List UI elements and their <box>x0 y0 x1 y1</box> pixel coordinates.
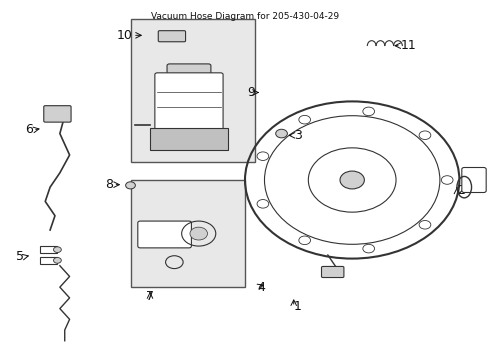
FancyBboxPatch shape <box>130 19 255 162</box>
Circle shape <box>299 236 311 244</box>
Circle shape <box>363 244 374 253</box>
FancyBboxPatch shape <box>44 106 71 122</box>
Circle shape <box>419 220 431 229</box>
Text: 4: 4 <box>257 281 265 294</box>
Text: 10: 10 <box>117 29 133 42</box>
Text: 8: 8 <box>105 178 114 191</box>
Circle shape <box>276 129 288 138</box>
FancyBboxPatch shape <box>40 246 57 253</box>
Circle shape <box>190 227 207 240</box>
Text: Vacuum Hose Diagram for 205-430-04-29: Vacuum Hose Diagram for 205-430-04-29 <box>151 12 339 21</box>
FancyBboxPatch shape <box>155 73 223 134</box>
Text: 5: 5 <box>16 250 24 263</box>
FancyBboxPatch shape <box>150 128 228 150</box>
FancyBboxPatch shape <box>138 221 192 248</box>
FancyBboxPatch shape <box>321 266 344 278</box>
Circle shape <box>257 152 269 161</box>
Text: 3: 3 <box>294 129 302 142</box>
FancyBboxPatch shape <box>462 167 486 193</box>
Text: 6: 6 <box>25 123 33 136</box>
Text: 1: 1 <box>294 300 302 313</box>
Circle shape <box>340 171 365 189</box>
Text: 11: 11 <box>401 39 416 52</box>
Text: 7: 7 <box>146 289 154 303</box>
Text: 9: 9 <box>247 86 255 99</box>
Circle shape <box>125 182 135 189</box>
Circle shape <box>257 199 269 208</box>
Circle shape <box>419 131 431 140</box>
Circle shape <box>53 257 61 263</box>
Circle shape <box>441 176 453 184</box>
Circle shape <box>299 116 311 124</box>
FancyBboxPatch shape <box>40 257 57 264</box>
Circle shape <box>363 107 374 116</box>
Circle shape <box>53 247 61 252</box>
FancyBboxPatch shape <box>158 31 186 42</box>
Text: 2: 2 <box>457 184 465 197</box>
FancyBboxPatch shape <box>130 180 245 287</box>
FancyBboxPatch shape <box>167 64 211 80</box>
